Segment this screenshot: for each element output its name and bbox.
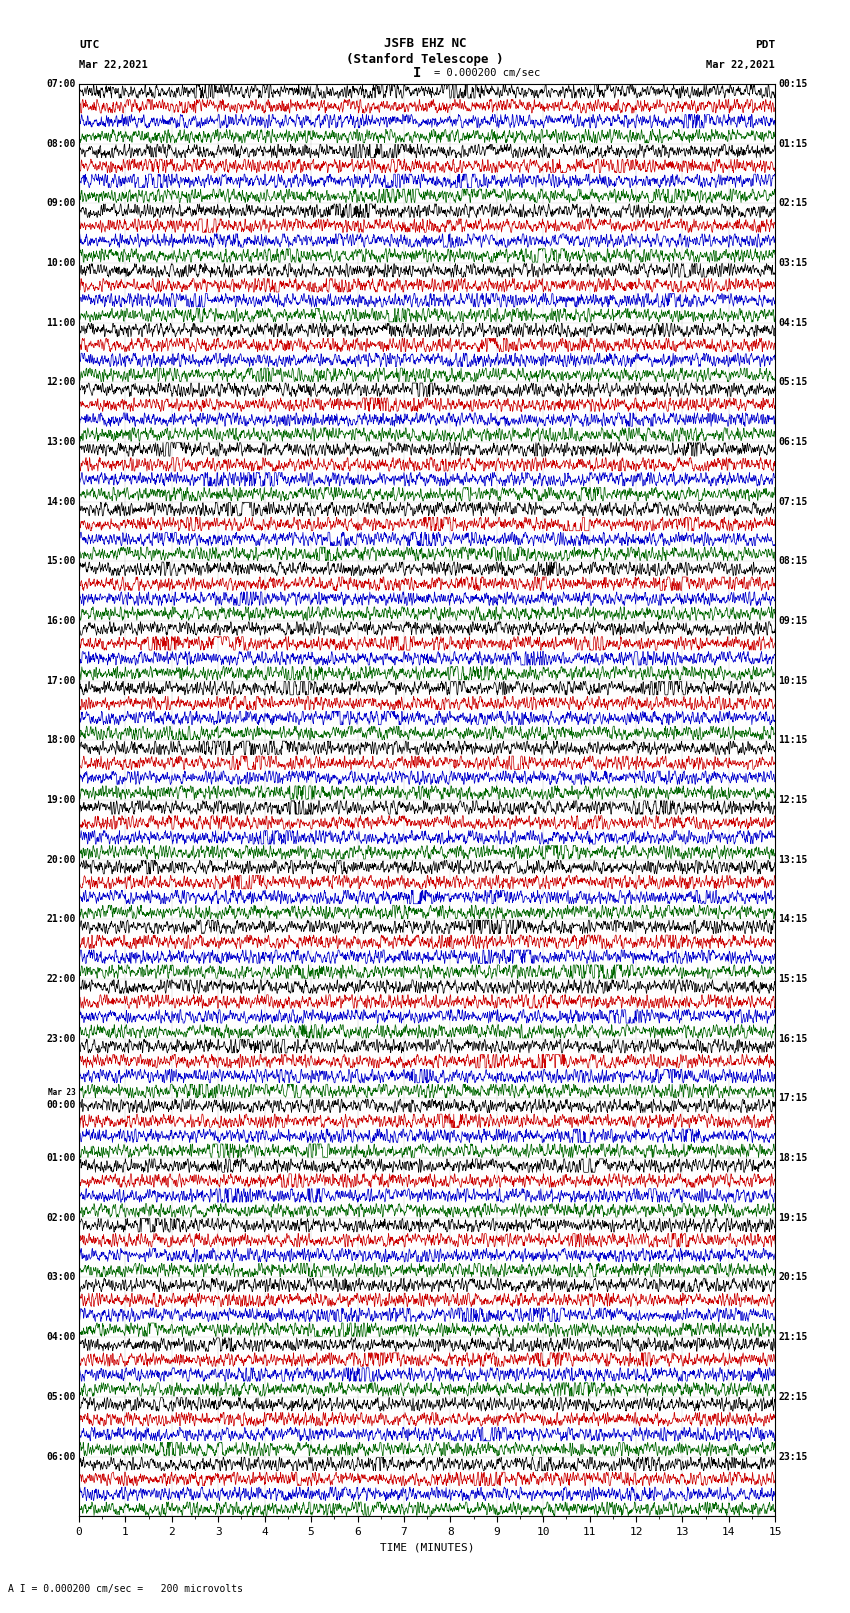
Text: Mar 23: Mar 23 [48,1087,76,1097]
Text: PDT: PDT [755,40,775,50]
Text: 01:15: 01:15 [779,139,808,148]
Text: 17:00: 17:00 [46,676,76,686]
Text: 16:15: 16:15 [779,1034,808,1044]
Text: 10:15: 10:15 [779,676,808,686]
Text: 05:15: 05:15 [779,377,808,387]
Text: 07:15: 07:15 [779,497,808,506]
Text: Mar 22,2021: Mar 22,2021 [79,60,148,69]
Text: 14:15: 14:15 [779,915,808,924]
Text: 14:00: 14:00 [46,497,76,506]
Text: 21:00: 21:00 [46,915,76,924]
Text: 11:00: 11:00 [46,318,76,327]
Text: 09:15: 09:15 [779,616,808,626]
Text: = 0.000200 cm/sec: = 0.000200 cm/sec [434,68,540,77]
Text: 18:15: 18:15 [779,1153,808,1163]
Text: 21:15: 21:15 [779,1332,808,1342]
Text: JSFB EHZ NC: JSFB EHZ NC [383,37,467,50]
Text: 16:00: 16:00 [46,616,76,626]
Text: 19:00: 19:00 [46,795,76,805]
Text: A I = 0.000200 cm/sec =   200 microvolts: A I = 0.000200 cm/sec = 200 microvolts [8,1584,243,1594]
Text: 17:15: 17:15 [779,1094,808,1103]
Text: 20:00: 20:00 [46,855,76,865]
Text: 23:00: 23:00 [46,1034,76,1044]
Text: 05:00: 05:00 [46,1392,76,1402]
X-axis label: TIME (MINUTES): TIME (MINUTES) [380,1542,474,1552]
Text: 06:00: 06:00 [46,1452,76,1461]
Text: I: I [412,66,421,79]
Text: 18:00: 18:00 [46,736,76,745]
Text: 13:15: 13:15 [779,855,808,865]
Text: 01:00: 01:00 [46,1153,76,1163]
Text: 15:15: 15:15 [779,974,808,984]
Text: 22:15: 22:15 [779,1392,808,1402]
Text: 19:15: 19:15 [779,1213,808,1223]
Text: 20:15: 20:15 [779,1273,808,1282]
Text: 09:00: 09:00 [46,198,76,208]
Text: 10:00: 10:00 [46,258,76,268]
Text: 00:15: 00:15 [779,79,808,89]
Text: 13:00: 13:00 [46,437,76,447]
Text: 12:15: 12:15 [779,795,808,805]
Text: 23:15: 23:15 [779,1452,808,1461]
Text: 00:00: 00:00 [46,1100,76,1110]
Text: 15:00: 15:00 [46,556,76,566]
Text: 12:00: 12:00 [46,377,76,387]
Text: Mar 22,2021: Mar 22,2021 [706,60,775,69]
Text: 07:00: 07:00 [46,79,76,89]
Text: UTC: UTC [79,40,99,50]
Text: (Stanford Telescope ): (Stanford Telescope ) [346,53,504,66]
Text: 03:00: 03:00 [46,1273,76,1282]
Text: 08:00: 08:00 [46,139,76,148]
Text: 04:15: 04:15 [779,318,808,327]
Text: 22:00: 22:00 [46,974,76,984]
Text: 04:00: 04:00 [46,1332,76,1342]
Text: 02:00: 02:00 [46,1213,76,1223]
Text: 11:15: 11:15 [779,736,808,745]
Text: 02:15: 02:15 [779,198,808,208]
Text: 06:15: 06:15 [779,437,808,447]
Text: 03:15: 03:15 [779,258,808,268]
Text: 08:15: 08:15 [779,556,808,566]
